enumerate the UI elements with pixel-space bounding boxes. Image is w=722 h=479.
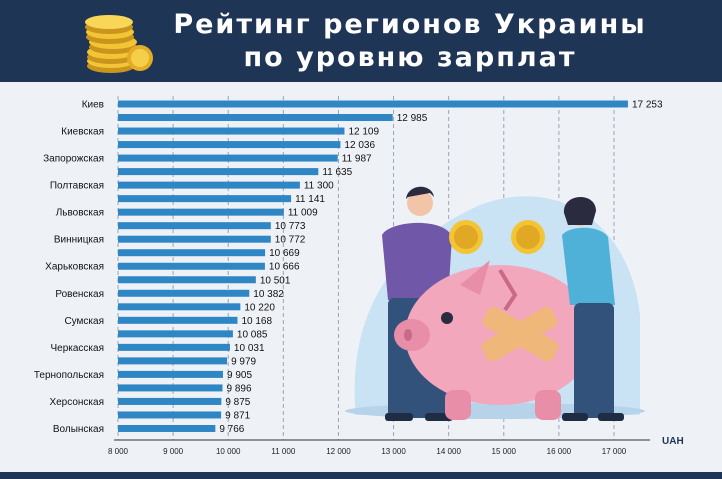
bar-value-label: 10 085	[237, 329, 268, 340]
category-label: Киев	[82, 100, 104, 111]
x-tick-label: 8 000	[108, 447, 129, 456]
bar	[118, 168, 319, 176]
category-label: Херсонская	[49, 397, 104, 408]
bar	[118, 276, 256, 284]
header-bar: Рейтинг регионов Украины по уровню зарпл…	[0, 0, 722, 82]
bar-value-label: 9 979	[231, 356, 256, 367]
bar-value-label: 11 141	[295, 194, 325, 205]
x-tick-label: 13 000	[381, 447, 406, 456]
bar	[118, 235, 271, 243]
category-label: Черкасская	[50, 343, 104, 354]
piggy-bank-illustration	[345, 186, 645, 421]
bar	[118, 181, 300, 189]
page-title: Рейтинг регионов Украины по уровню зарпл…	[150, 8, 670, 74]
bar-value-label: 9 905	[227, 370, 252, 381]
bar	[118, 154, 338, 162]
bar	[118, 330, 233, 338]
category-label: Киевская	[61, 127, 104, 138]
category-label: Ровенская	[55, 289, 104, 300]
bar-value-label: 11 009	[288, 208, 318, 219]
bar-value-label: 9 896	[226, 383, 251, 394]
category-label: Полтавская	[50, 181, 104, 192]
bar-value-label: 17 253	[632, 100, 663, 111]
bar-value-label: 12 109	[348, 127, 379, 138]
category-label: Запорожская	[43, 154, 104, 165]
bar-value-label: 11 300	[304, 181, 334, 192]
title-line-1: Рейтинг регионов Украины	[173, 9, 647, 40]
bar	[118, 343, 230, 351]
bar-value-label: 10 501	[260, 275, 291, 286]
bar-value-label: 10 168	[241, 316, 272, 327]
bar	[118, 316, 238, 324]
x-tick-label: 16 000	[547, 447, 572, 456]
bar	[118, 384, 223, 392]
bar	[118, 222, 271, 230]
bar-value-label: 11 635	[322, 167, 352, 178]
coin-stack-icon	[85, 15, 153, 73]
x-unit-label: UAH	[662, 436, 684, 447]
bar	[118, 289, 250, 297]
bar-value-label: 10 773	[275, 221, 306, 232]
bar	[118, 303, 241, 311]
bar-value-label: 9 871	[225, 410, 250, 421]
salary-bar-chart: 8 000 9 000 10 000 11 000 12 000 13 000 14 000…	[34, 96, 684, 456]
title-line-2: по уровню зарплат	[243, 42, 577, 73]
bar-value-label: 10 666	[269, 262, 300, 273]
bar	[118, 424, 216, 432]
bar	[118, 411, 222, 419]
x-tick-label: 12 000	[326, 447, 351, 456]
bar	[118, 397, 222, 405]
x-tick-label: 14 000	[436, 447, 461, 456]
category-label: Тернопольская	[34, 370, 104, 381]
bar-value-label: 10 031	[234, 343, 265, 354]
bar	[118, 370, 223, 378]
x-tick-label: 10 000	[216, 447, 241, 456]
bar	[118, 127, 345, 135]
bar-value-label: 11 987	[342, 154, 372, 165]
bar	[118, 262, 265, 270]
bar-value-label: 9 766	[219, 424, 244, 435]
bar	[118, 249, 266, 257]
bar	[118, 141, 341, 149]
bar-value-label: 9 875	[225, 397, 250, 408]
bar	[118, 100, 628, 108]
x-tick-label: 11 000	[271, 447, 295, 456]
bar-value-label: 10 220	[244, 302, 275, 313]
bar-value-label: 10 669	[269, 248, 300, 259]
category-label: Сумская	[64, 316, 104, 327]
bar-value-label: 10 382	[253, 289, 284, 300]
category-label: Волынская	[53, 424, 104, 435]
footer-bar	[0, 472, 722, 479]
category-label: Винницкая	[54, 235, 104, 246]
bar-value-label: 12 036	[344, 140, 375, 151]
x-tick-label: 17 000	[602, 447, 627, 456]
x-tick-label: 15 000	[492, 447, 517, 456]
bar	[118, 357, 228, 365]
category-label: Львовская	[56, 208, 104, 219]
category-label: Харьковская	[45, 262, 104, 273]
bar	[118, 114, 393, 122]
x-tick-label: 9 000	[163, 447, 184, 456]
bar	[118, 208, 284, 216]
bar-value-label: 12 985	[397, 113, 428, 124]
bar-value-label: 10 772	[275, 235, 306, 246]
bar	[118, 195, 292, 203]
